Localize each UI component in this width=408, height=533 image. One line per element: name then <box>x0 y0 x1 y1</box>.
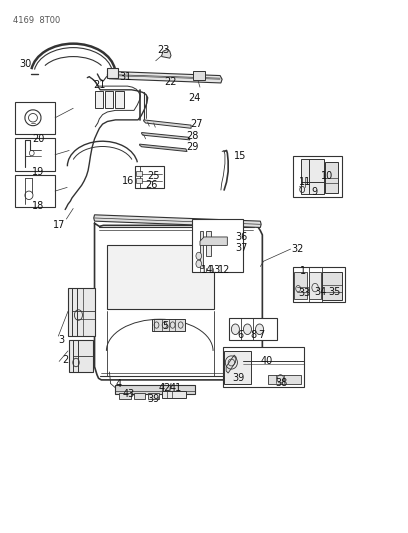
Text: 24: 24 <box>188 93 200 103</box>
Bar <box>106 68 118 78</box>
Bar <box>224 351 251 384</box>
Text: 17: 17 <box>53 220 65 230</box>
Bar <box>293 266 345 302</box>
Bar <box>223 347 304 387</box>
Polygon shape <box>200 231 203 268</box>
Bar <box>115 385 195 394</box>
Bar <box>193 71 205 80</box>
Bar <box>136 171 142 176</box>
Polygon shape <box>206 231 211 256</box>
Text: 15: 15 <box>234 151 246 161</box>
Text: 2: 2 <box>62 356 69 366</box>
Polygon shape <box>94 215 261 228</box>
Circle shape <box>255 324 264 335</box>
Bar <box>148 393 159 399</box>
Bar <box>152 319 185 331</box>
Text: 34: 34 <box>315 287 327 297</box>
Polygon shape <box>107 71 222 83</box>
Text: 43: 43 <box>123 389 135 399</box>
Bar <box>322 272 342 300</box>
Polygon shape <box>142 133 190 140</box>
Text: 8: 8 <box>250 330 256 340</box>
Text: 25: 25 <box>147 171 160 181</box>
Text: 16: 16 <box>122 175 134 185</box>
Text: 5: 5 <box>162 320 168 330</box>
Text: 27: 27 <box>190 119 202 129</box>
Text: 12: 12 <box>218 265 231 274</box>
Text: 6: 6 <box>237 330 243 340</box>
Text: 11: 11 <box>299 177 311 187</box>
Polygon shape <box>162 49 171 58</box>
Polygon shape <box>105 91 113 108</box>
Text: 28: 28 <box>186 131 198 141</box>
Circle shape <box>231 324 239 335</box>
Polygon shape <box>200 237 227 245</box>
Text: 30: 30 <box>19 60 31 69</box>
Text: 32: 32 <box>292 244 304 254</box>
Bar <box>162 391 186 398</box>
Text: 38: 38 <box>275 377 287 387</box>
Polygon shape <box>144 120 191 128</box>
Text: 10: 10 <box>321 171 333 181</box>
Text: 40: 40 <box>260 357 273 367</box>
Text: 41: 41 <box>170 383 182 393</box>
Text: 4169  8T00: 4169 8T00 <box>13 16 60 25</box>
Text: 26: 26 <box>146 180 158 190</box>
Bar <box>192 219 244 272</box>
Text: 37: 37 <box>235 243 248 253</box>
Text: 42: 42 <box>159 383 171 393</box>
Bar <box>136 178 142 183</box>
Polygon shape <box>226 355 236 373</box>
Bar <box>69 341 93 372</box>
Text: 39: 39 <box>232 373 244 383</box>
Polygon shape <box>95 91 102 108</box>
Bar <box>68 288 95 336</box>
Text: 33: 33 <box>299 288 311 298</box>
Text: 9: 9 <box>312 187 318 197</box>
Text: 35: 35 <box>328 287 340 297</box>
Circle shape <box>196 252 202 260</box>
Bar <box>309 272 321 299</box>
Text: 3: 3 <box>58 335 64 345</box>
Bar <box>294 272 307 299</box>
Text: 19: 19 <box>32 166 44 176</box>
Text: 29: 29 <box>186 142 198 152</box>
Text: 39: 39 <box>148 394 160 405</box>
Text: 7: 7 <box>258 330 264 340</box>
Text: 21: 21 <box>93 79 106 90</box>
Bar <box>119 393 131 399</box>
Text: 36: 36 <box>235 232 248 242</box>
Bar <box>106 245 215 309</box>
Bar <box>229 318 277 341</box>
Text: 1: 1 <box>300 266 306 276</box>
Bar <box>325 162 338 192</box>
Bar <box>133 393 145 399</box>
Bar <box>135 166 164 189</box>
Bar <box>15 102 55 134</box>
Bar <box>268 375 302 384</box>
Bar <box>293 156 341 197</box>
Polygon shape <box>140 144 187 151</box>
Text: 31: 31 <box>120 71 132 82</box>
Text: 20: 20 <box>32 134 44 144</box>
Text: 18: 18 <box>32 201 44 211</box>
Circle shape <box>244 324 251 335</box>
Bar <box>301 159 324 193</box>
Circle shape <box>196 260 202 268</box>
Text: 14: 14 <box>201 265 213 274</box>
Text: 13: 13 <box>209 265 221 274</box>
Text: 23: 23 <box>158 45 170 55</box>
Bar <box>15 138 55 171</box>
Polygon shape <box>115 91 124 108</box>
Bar <box>15 175 55 207</box>
Text: 22: 22 <box>164 77 176 87</box>
Text: 4: 4 <box>115 378 122 389</box>
